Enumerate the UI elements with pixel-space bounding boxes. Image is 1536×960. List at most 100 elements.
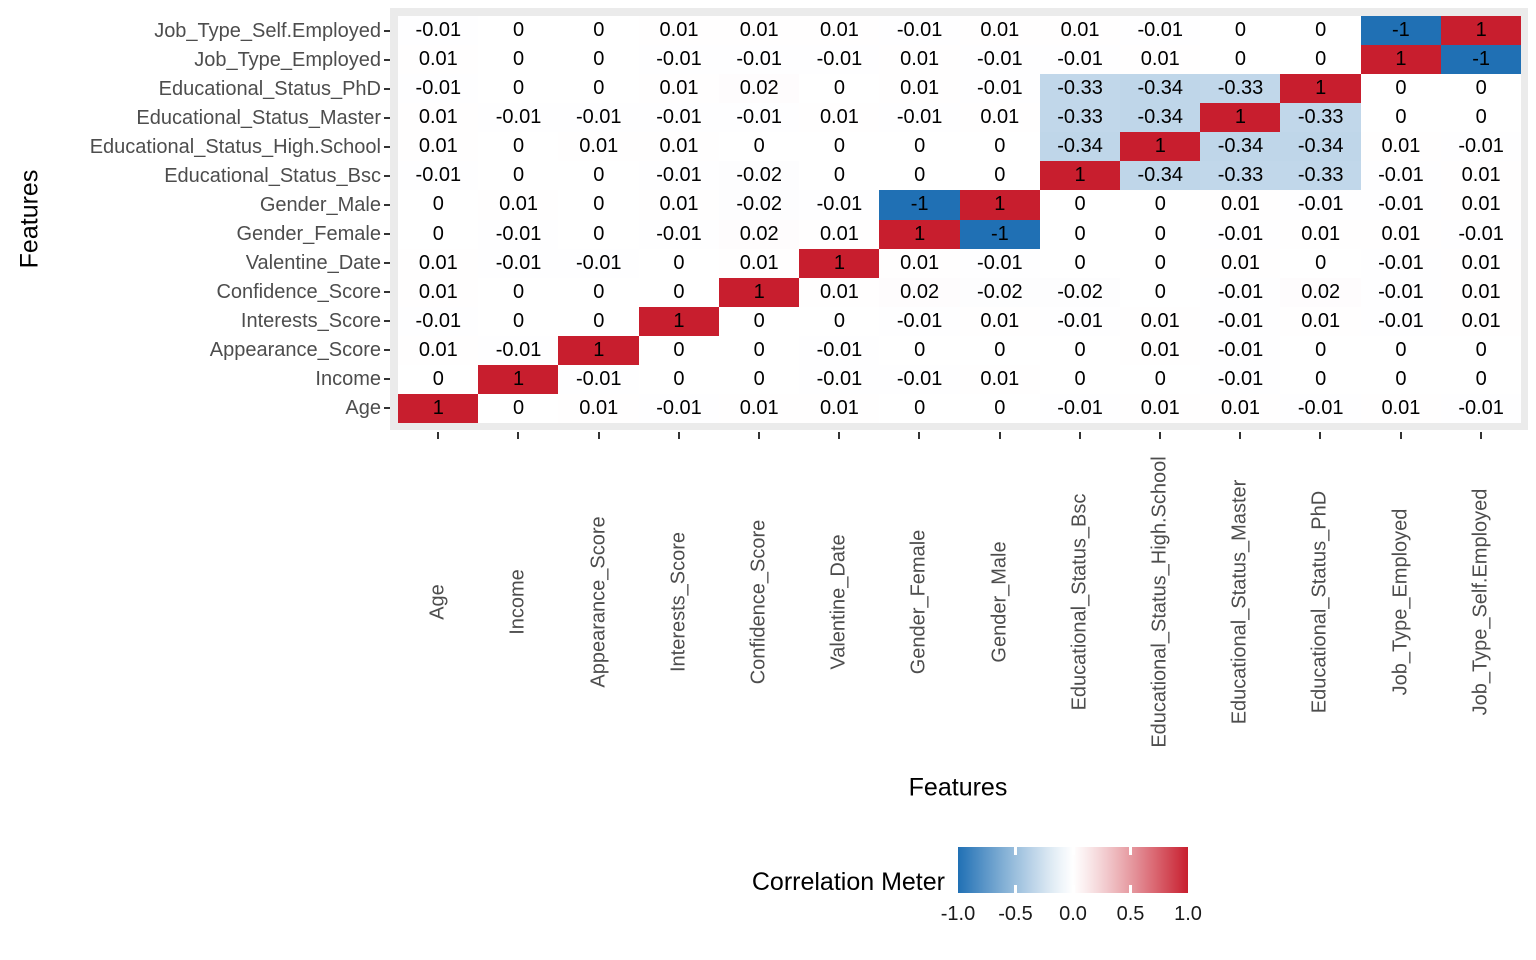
heatmap-cell: 1 [558, 335, 640, 366]
y-axis-label: Income [315, 368, 381, 391]
heatmap-cell: -0.01 [558, 364, 640, 395]
heatmap-cell: 0 [718, 335, 800, 366]
heatmap-cell: 0 [478, 306, 559, 337]
heatmap-cell: -0.02 [959, 277, 1041, 308]
heatmap-cell: -1 [879, 190, 960, 220]
heatmap-cell: 0.01 [638, 16, 720, 46]
heatmap-cell: -0.01 [879, 306, 960, 337]
heatmap-cell: -0.01 [959, 74, 1041, 104]
x-axis-label: Educational_Status_PhD [1308, 490, 1331, 714]
legend-tick-label: 0.5 [1116, 903, 1145, 925]
heatmap-cell: -0.01 [1360, 306, 1442, 337]
heatmap-cell: 0 [1039, 364, 1121, 395]
heatmap-cell: -0.01 [879, 364, 960, 395]
legend-tick-label: -0.5 [998, 903, 1033, 925]
heatmap-cell: -0.01 [1200, 364, 1281, 395]
heatmap-cell: 0.01 [959, 364, 1041, 395]
heatmap-cell: 0 [1119, 219, 1201, 250]
y-axis-tick [384, 320, 390, 323]
heatmap-cell: -0.01 [638, 103, 720, 133]
y-axis-label: Confidence_Score [216, 281, 381, 304]
heatmap-cell: -0.01 [718, 45, 800, 75]
y-axis-label: Valentine_Date [245, 252, 381, 275]
heatmap-cell: 0.01 [1440, 190, 1522, 220]
heatmap-cell: 0.02 [879, 277, 960, 308]
x-axis-title: Features [908, 773, 1008, 802]
heatmap-cell: 0 [558, 45, 640, 75]
heatmap-cell: 0 [1119, 248, 1201, 279]
heatmap-cell: -0.01 [1360, 190, 1442, 220]
heatmap-cell: 0 [478, 16, 559, 46]
heatmap-cell: 0.01 [398, 335, 479, 366]
heatmap-cell: -0.01 [1360, 277, 1442, 308]
heatmap-cell: -0.01 [799, 45, 880, 75]
heatmap-cell: -0.01 [959, 248, 1041, 279]
y-axis-tick [384, 262, 390, 265]
heatmap-cell: 0.01 [1119, 45, 1201, 75]
heatmap-cell: 0 [1440, 74, 1522, 104]
y-axis-tick [384, 58, 390, 61]
legend-tick-notch [1014, 885, 1017, 893]
heatmap-cell: 0.01 [799, 277, 880, 308]
heatmap-cell: 0 [478, 74, 559, 104]
heatmap-cell: 0 [398, 219, 479, 250]
heatmap-cell: -0.01 [799, 335, 880, 366]
legend-title: Correlation Meter [751, 868, 945, 896]
heatmap-cell: 0.01 [1119, 335, 1201, 366]
heatmap-cell: 0.01 [799, 219, 880, 250]
heatmap-cell: 0 [879, 161, 960, 191]
heatmap-cell: 0 [558, 74, 640, 104]
heatmap-cell: -0.01 [398, 161, 479, 191]
heatmap-cell: 0.01 [638, 74, 720, 104]
x-axis-tick [838, 432, 841, 439]
heatmap-cell: -0.01 [1039, 393, 1121, 424]
heatmap-cell: 0 [1360, 335, 1442, 366]
heatmap-cell: 0.01 [879, 248, 960, 279]
heatmap-cell: 0 [1360, 364, 1442, 395]
x-axis-label: Valentine_Date [827, 534, 850, 670]
heatmap-cell: 0 [799, 306, 880, 337]
x-axis-label: Confidence_Score [747, 519, 770, 685]
heatmap-cell: 0.01 [718, 248, 800, 279]
heatmap-cell: 0 [1200, 45, 1281, 75]
x-axis-tick [1159, 432, 1162, 439]
heatmap-cell: 0.01 [799, 103, 880, 133]
heatmap-cell: 1 [1200, 103, 1281, 133]
heatmap-cell: 0 [558, 277, 640, 308]
heatmap-cell: -0.01 [638, 45, 720, 75]
heatmap-cell: 0.02 [718, 74, 800, 104]
heatmap-cell: 0.01 [638, 132, 720, 162]
heatmap-cell: -0.01 [1360, 161, 1442, 191]
heatmap-cell: 0.01 [1280, 219, 1362, 250]
heatmap-cell: 0.02 [1280, 277, 1362, 308]
heatmap-cell: -0.01 [1200, 277, 1281, 308]
heatmap-cell: 0 [638, 335, 720, 366]
x-axis-tick [1239, 432, 1242, 439]
heatmap-cell: 0 [638, 248, 720, 279]
heatmap-cell: 0.01 [879, 74, 960, 104]
heatmap-cell: 0 [478, 45, 559, 75]
x-axis-label: Job_Type_Employed [1389, 508, 1412, 696]
heatmap-cell: -0.33 [1039, 103, 1121, 133]
heatmap-cell: 0 [1039, 335, 1121, 366]
heatmap-cell: -0.01 [879, 103, 960, 133]
x-axis-tick [677, 432, 680, 439]
heatmap-cell: 1 [1280, 74, 1362, 104]
heatmap-cell: 0.01 [558, 132, 640, 162]
heatmap-cell: 0.01 [1360, 393, 1442, 424]
heatmap-cell: -0.01 [478, 219, 559, 250]
heatmap-cell: 1 [879, 219, 960, 250]
heatmap-cell: -0.34 [1119, 74, 1201, 104]
heatmap-cell: 0 [1280, 248, 1362, 279]
x-axis-tick [437, 432, 440, 439]
heatmap-cell: -0.01 [799, 190, 880, 220]
heatmap-cell: 0 [1280, 335, 1362, 366]
legend-tick-notch [1071, 885, 1075, 893]
heatmap-cell: 0.01 [959, 103, 1041, 133]
heatmap-cell: 0 [1280, 16, 1362, 46]
y-axis-tick [384, 174, 390, 177]
heatmap-cell: 0.01 [398, 103, 479, 133]
legend-tick-label: 1.0 [1174, 903, 1202, 925]
heatmap-cell: 0 [1119, 277, 1201, 308]
heatmap-cell: -0.01 [478, 103, 559, 133]
